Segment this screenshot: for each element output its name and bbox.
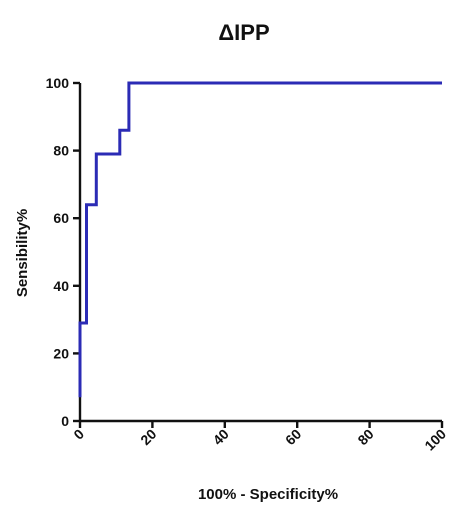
chart-title: ΔIPP (218, 20, 269, 45)
x-tick-label: 80 (354, 426, 376, 448)
y-axis-label: Sensibility% (14, 209, 31, 297)
x-tick-label: 60 (282, 426, 304, 448)
y-tick-label: 60 (53, 210, 69, 226)
roc-curve-line (78, 81, 442, 398)
y-tick-label: 20 (53, 345, 69, 361)
y-tick-label: 80 (53, 143, 69, 159)
x-tick-label: 20 (137, 426, 159, 448)
series-layer (78, 81, 442, 398)
ticks: 0 20 40 60 80 100 0 20 40 60 80 100 (46, 75, 450, 454)
y-tick-label: 100 (46, 75, 70, 91)
x-tick-label: 40 (210, 426, 232, 448)
x-tick-label: 100 (421, 426, 449, 454)
x-tick-label: 0 (70, 426, 87, 443)
axes (78, 83, 442, 423)
x-axis-label: 100% - Specificity% (198, 486, 338, 503)
y-tick-label: 40 (53, 278, 69, 294)
y-tick-label: 0 (61, 413, 69, 429)
